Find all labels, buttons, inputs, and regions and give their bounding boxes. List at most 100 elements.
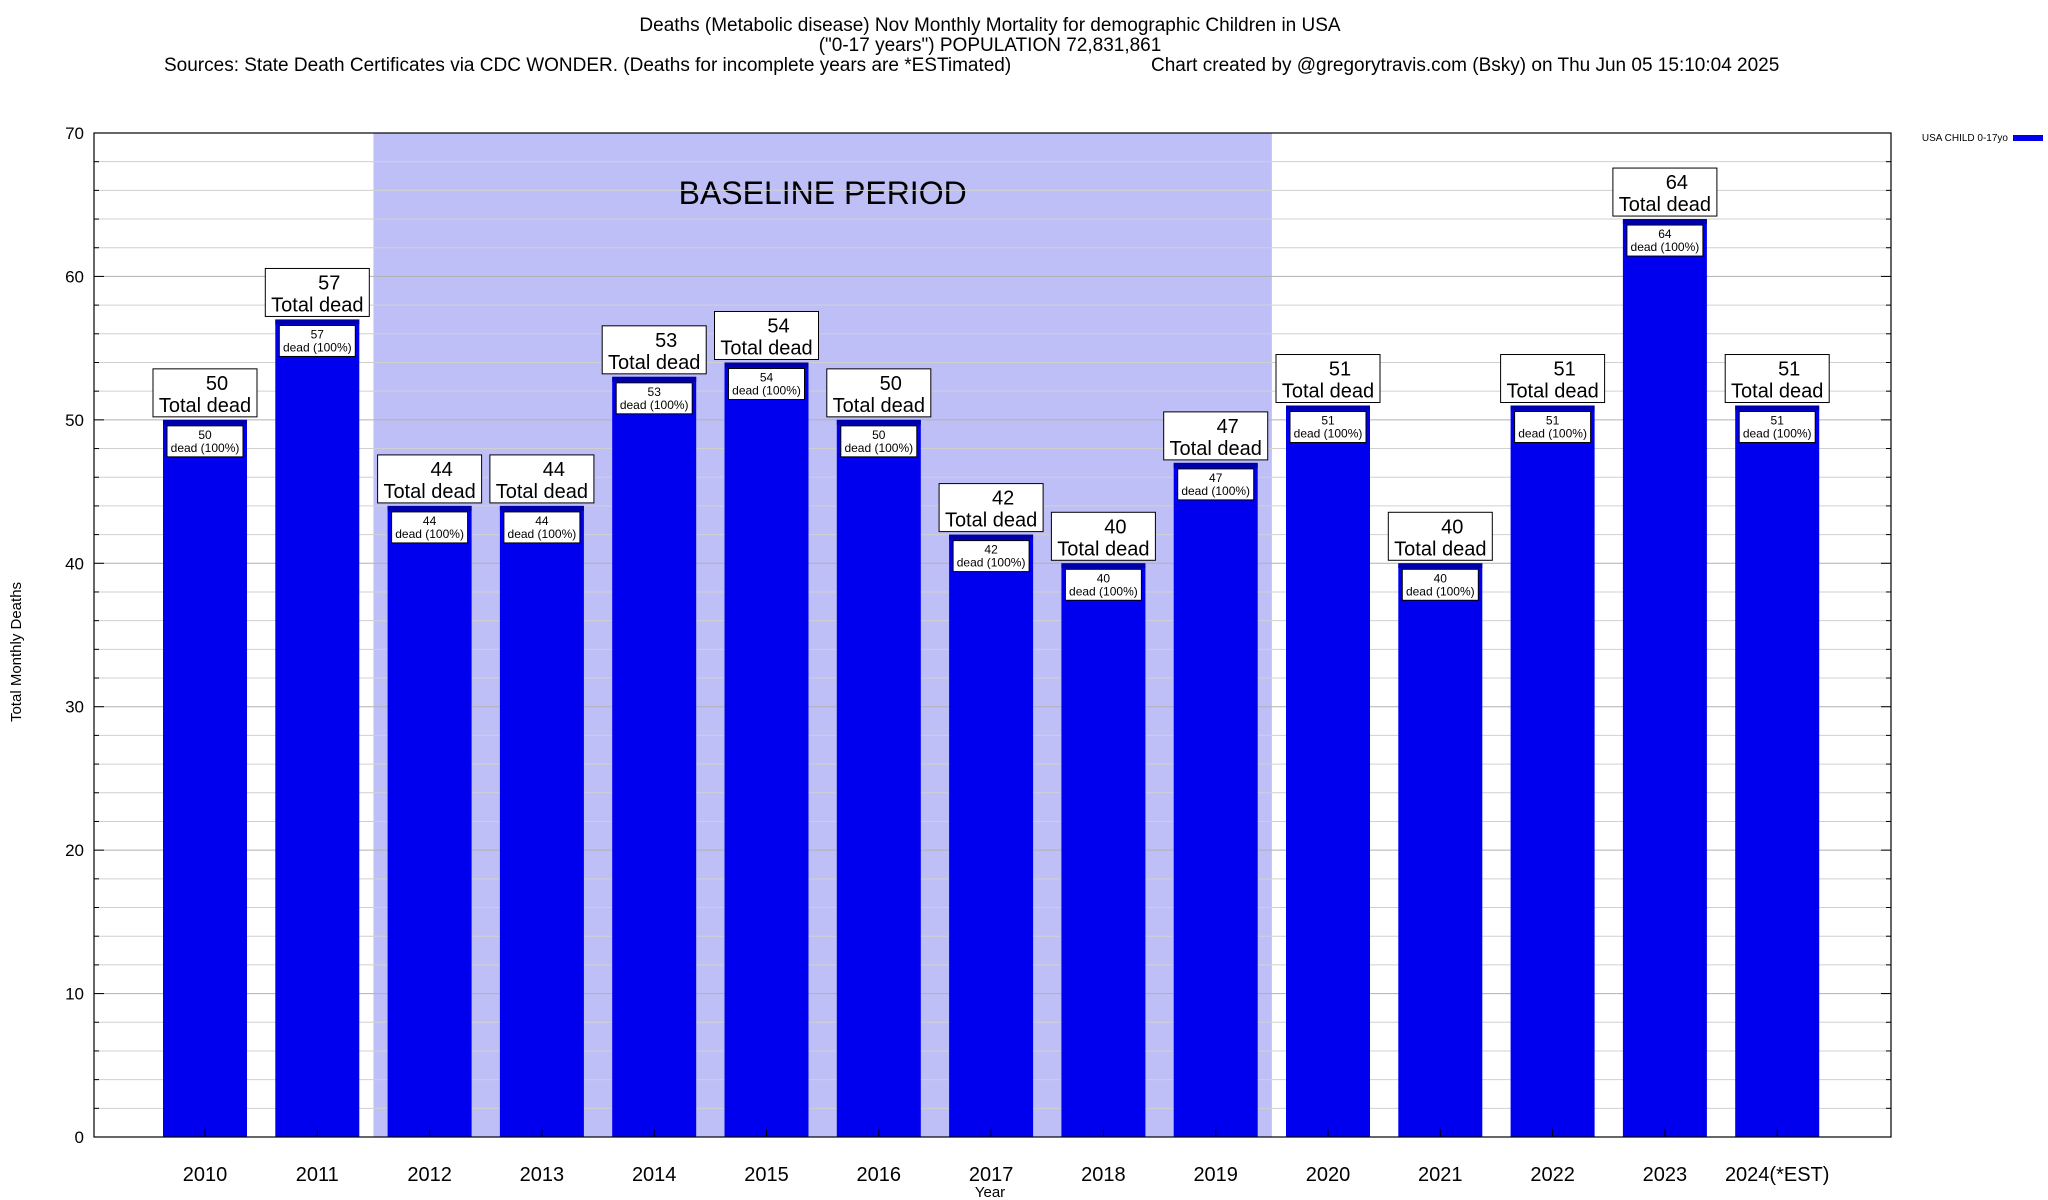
x-tick-label: 2014 bbox=[632, 1164, 677, 1186]
bar-inner-label-text: dead (100%) bbox=[1518, 427, 1587, 441]
bar-top-label-box bbox=[601, 325, 707, 375]
bar bbox=[1061, 563, 1146, 1137]
bar-top-edge bbox=[387, 505, 472, 511]
bar-top-edge bbox=[499, 505, 584, 511]
bar-top-label-box bbox=[1612, 167, 1718, 217]
bar-top-label-text: Total dead bbox=[1506, 381, 1598, 403]
x-tick-label: 2018 bbox=[1081, 1164, 1126, 1186]
x-tick-label: 2015 bbox=[744, 1164, 789, 1186]
bar-top-label-text: Total dead bbox=[1057, 538, 1149, 560]
bar-top-label-text: Total dead bbox=[1619, 194, 1711, 216]
bar-top-label-text: Total dead bbox=[383, 481, 475, 503]
y-tick-label: 70 bbox=[65, 124, 84, 143]
bar bbox=[836, 419, 921, 1137]
bar-top-edge bbox=[275, 319, 360, 325]
bar-inner-label-value: 51 bbox=[1321, 414, 1335, 428]
bar-top-label-box bbox=[377, 454, 483, 504]
bar-inner-label-value: 54 bbox=[760, 370, 774, 384]
bar-top-label-box bbox=[1724, 354, 1830, 404]
bar-top-edge bbox=[612, 376, 697, 382]
y-tick-label: 60 bbox=[65, 267, 84, 286]
bar-inner-label-value: 44 bbox=[423, 514, 437, 528]
y-tick-label: 20 bbox=[65, 841, 84, 860]
bar-top-label-value: 51 bbox=[1553, 359, 1575, 381]
bar-inner-label-value: 53 bbox=[648, 385, 662, 399]
bar-top-label-text: Total dead bbox=[1282, 381, 1374, 403]
bar-top-label-value: 47 bbox=[1217, 416, 1239, 438]
bar-inner-label-box bbox=[503, 511, 581, 544]
bar-top-label-box bbox=[264, 267, 370, 317]
bar-inner-label-text: dead (100%) bbox=[732, 383, 801, 397]
bar bbox=[163, 419, 247, 1137]
bar-top-label-value: 40 bbox=[1441, 516, 1463, 538]
bar bbox=[1398, 563, 1483, 1137]
bar bbox=[1510, 405, 1595, 1137]
bar-inner-label-text: dead (100%) bbox=[508, 527, 577, 541]
bar-inner-label-value: 47 bbox=[1209, 471, 1223, 485]
bar-inner-label-box bbox=[391, 511, 469, 544]
bar-top-label-value: 54 bbox=[767, 315, 789, 337]
bar-inner-label-value: 64 bbox=[1658, 227, 1672, 241]
bar-top-label-value: 51 bbox=[1778, 359, 1800, 381]
bar-inner-label-box bbox=[1514, 411, 1592, 444]
bar-inner-label-box bbox=[1177, 468, 1255, 501]
bar-top-label-text: Total dead bbox=[1170, 438, 1262, 460]
bar-top-label-text: Total dead bbox=[1394, 538, 1486, 560]
bar-top-label-box bbox=[826, 368, 932, 418]
y-tick-label: 30 bbox=[65, 698, 84, 717]
bar-inner-label-box bbox=[166, 425, 244, 458]
x-tick-label: 2019 bbox=[1193, 1164, 1238, 1186]
bar-top-label-value: 53 bbox=[655, 330, 677, 352]
plot-frame bbox=[93, 132, 1892, 1138]
bar-top-edge bbox=[1510, 405, 1595, 411]
bar-inner-label-text: dead (100%) bbox=[1181, 484, 1250, 498]
bar-top-edge bbox=[1398, 563, 1483, 569]
legend-swatch bbox=[2013, 135, 2043, 141]
bar-inner-label-text: dead (100%) bbox=[171, 441, 240, 455]
bar-top-label-value: 57 bbox=[318, 272, 340, 294]
y-tick-label: 10 bbox=[65, 985, 84, 1004]
bar-top-label-value: 44 bbox=[543, 459, 565, 481]
chart-sources: Sources: State Death Certificates via CD… bbox=[164, 55, 1011, 76]
bar-top-edge bbox=[1286, 405, 1370, 411]
bar-inner-label-value: 40 bbox=[1434, 571, 1448, 585]
bar-top-label-value: 51 bbox=[1329, 359, 1351, 381]
bar-inner-label-value: 51 bbox=[1546, 414, 1560, 428]
bar-inner-label-box bbox=[1289, 411, 1367, 444]
bar-top-label-value: 44 bbox=[430, 459, 452, 481]
bar bbox=[612, 376, 697, 1137]
bar-inner-label-box bbox=[278, 324, 356, 357]
bar-inner-label-text: dead (100%) bbox=[844, 441, 913, 455]
bar-inner-label-box bbox=[1626, 224, 1704, 257]
x-tick-label: 2017 bbox=[969, 1164, 1014, 1186]
bar-top-label-box bbox=[489, 454, 595, 504]
bar-top-label-value: 42 bbox=[992, 488, 1014, 510]
bar bbox=[275, 319, 360, 1137]
bar-top-label-box bbox=[1050, 511, 1156, 561]
bar-inner-label-text: dead (100%) bbox=[620, 398, 689, 412]
bar-top-label-box bbox=[1387, 511, 1493, 561]
bar-inner-label-text: dead (100%) bbox=[395, 527, 464, 541]
bar bbox=[499, 505, 584, 1137]
y-tick-label: 50 bbox=[65, 411, 84, 430]
bar-top-label-box bbox=[714, 310, 819, 360]
bar-top-label-value: 50 bbox=[206, 373, 228, 395]
bar-inner-label-value: 50 bbox=[198, 428, 212, 442]
bar-inner-label-box bbox=[840, 425, 918, 458]
bar-top-edge bbox=[1735, 405, 1820, 411]
bar-top-label-box bbox=[152, 368, 258, 418]
bar-inner-label-value: 50 bbox=[872, 428, 886, 442]
x-tick-label: 2024(*EST) bbox=[1725, 1164, 1830, 1186]
bar-top-label-text: Total dead bbox=[1731, 381, 1823, 403]
bar-top-label-text: Total dead bbox=[833, 395, 925, 417]
axes: 0 10 20 30 40 50 60 70 2010 2011 2012 2013 2014 2015 2… bbox=[65, 124, 1892, 1186]
bar-top-label-value: 64 bbox=[1666, 172, 1688, 194]
baseline-region-label: BASELINE PERIOD bbox=[679, 175, 967, 211]
bar-inner-label-box bbox=[615, 382, 693, 415]
bar-top-label-value: 40 bbox=[1104, 516, 1126, 538]
bar-inner-label-text: dead (100%) bbox=[1069, 584, 1138, 598]
bar-top-label-box bbox=[1163, 411, 1269, 461]
x-tick-label: 2010 bbox=[183, 1164, 228, 1186]
